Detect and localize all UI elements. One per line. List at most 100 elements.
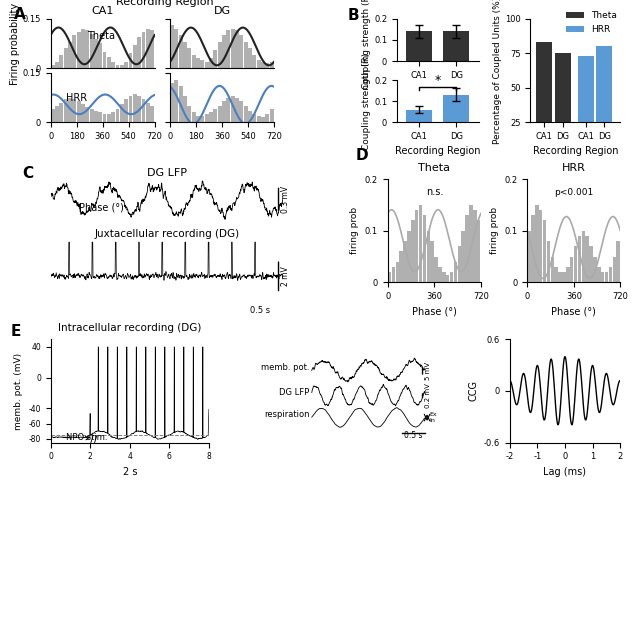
Bar <box>388 272 391 283</box>
Bar <box>98 43 102 68</box>
Bar <box>209 58 213 68</box>
Bar <box>261 62 265 68</box>
Bar <box>574 246 577 283</box>
Text: 0.5 s: 0.5 s <box>250 306 270 315</box>
Bar <box>261 117 265 122</box>
Bar <box>116 109 120 122</box>
Text: 5 mV: 5 mV <box>425 362 431 380</box>
Text: respiration: respiration <box>264 410 310 419</box>
Bar <box>68 42 72 68</box>
Bar <box>458 246 461 283</box>
Bar <box>257 116 261 122</box>
Bar <box>586 236 589 283</box>
Bar <box>547 241 550 283</box>
Text: Theta: Theta <box>87 31 115 41</box>
Text: Phase (°): Phase (°) <box>79 202 123 212</box>
Bar <box>551 257 554 283</box>
Bar <box>430 241 434 283</box>
Title: HRR: HRR <box>562 163 586 173</box>
Bar <box>68 97 72 122</box>
X-axis label: Lag (ms): Lag (ms) <box>544 467 586 477</box>
Bar <box>605 272 608 283</box>
Text: memb. pot.: memb. pot. <box>261 363 310 372</box>
Bar <box>196 58 200 68</box>
Bar <box>94 38 98 68</box>
Bar <box>555 53 571 156</box>
Bar <box>72 35 76 68</box>
Bar <box>609 267 612 283</box>
Bar <box>392 267 395 283</box>
Text: DG LFP: DG LFP <box>279 388 310 397</box>
Bar <box>187 48 191 68</box>
Bar <box>120 104 124 122</box>
Bar <box>179 35 183 68</box>
Text: 0.3 mV: 0.3 mV <box>281 186 291 213</box>
Y-axis label: firing prob: firing prob <box>490 207 499 254</box>
Text: 0.2 mV: 0.2 mV <box>425 383 431 408</box>
Bar <box>124 99 128 122</box>
Title: Intracellular recording (DG): Intracellular recording (DG) <box>58 323 201 333</box>
Bar <box>531 215 535 283</box>
Bar <box>582 230 585 283</box>
Text: C: C <box>23 166 34 181</box>
Bar <box>589 246 593 283</box>
Bar <box>539 210 542 283</box>
Text: 2 mV: 2 mV <box>281 266 291 286</box>
Bar <box>213 50 217 68</box>
Bar <box>55 62 59 68</box>
X-axis label: 2 s: 2 s <box>123 467 137 477</box>
Bar <box>205 114 209 122</box>
Bar <box>90 109 94 122</box>
Bar <box>116 65 120 68</box>
Bar <box>399 251 403 283</box>
Bar <box>558 272 562 283</box>
Y-axis label: Percentage of Coupled Units (%): Percentage of Coupled Units (%) <box>493 0 502 144</box>
Bar <box>570 257 573 283</box>
Bar <box>227 97 230 122</box>
Bar <box>170 83 174 122</box>
Bar <box>103 114 106 122</box>
Bar <box>578 236 581 283</box>
Bar <box>60 102 63 122</box>
Text: HRR: HRR <box>66 93 87 102</box>
Text: *: * <box>435 73 441 87</box>
Bar <box>248 111 252 122</box>
Bar <box>196 116 200 122</box>
Bar <box>406 31 432 61</box>
Bar <box>444 95 470 122</box>
Bar <box>183 96 187 122</box>
Bar <box>415 210 418 283</box>
Bar <box>64 48 68 68</box>
Bar <box>469 205 473 283</box>
Text: A: A <box>15 6 26 21</box>
Bar <box>257 60 261 68</box>
Bar <box>446 274 449 283</box>
Bar <box>133 45 137 68</box>
Bar <box>77 101 80 122</box>
Bar <box>419 205 422 283</box>
Bar <box>543 220 546 283</box>
Bar <box>103 51 106 68</box>
Text: CA1: CA1 <box>91 6 114 16</box>
Bar <box>77 32 80 68</box>
Bar <box>85 30 89 68</box>
Bar <box>473 210 477 283</box>
Bar <box>142 32 146 68</box>
Y-axis label: memb. pot. (mV): memb. pot. (mV) <box>14 352 23 430</box>
Bar <box>477 220 480 283</box>
Bar <box>444 31 470 61</box>
Bar <box>578 56 594 156</box>
Bar <box>450 272 453 283</box>
Title: DG LFP: DG LFP <box>147 168 187 178</box>
Y-axis label: firing prob: firing prob <box>351 207 360 254</box>
Bar <box>596 46 612 156</box>
Bar <box>64 99 68 122</box>
Bar <box>270 109 273 122</box>
Bar <box>137 96 141 122</box>
Title: Juxtacellular recording (DG): Juxtacellular recording (DG) <box>94 229 239 239</box>
Bar <box>81 29 85 68</box>
Bar <box>55 106 59 122</box>
Bar <box>536 42 552 156</box>
Bar <box>438 267 442 283</box>
X-axis label: Recording Region: Recording Region <box>395 146 480 156</box>
